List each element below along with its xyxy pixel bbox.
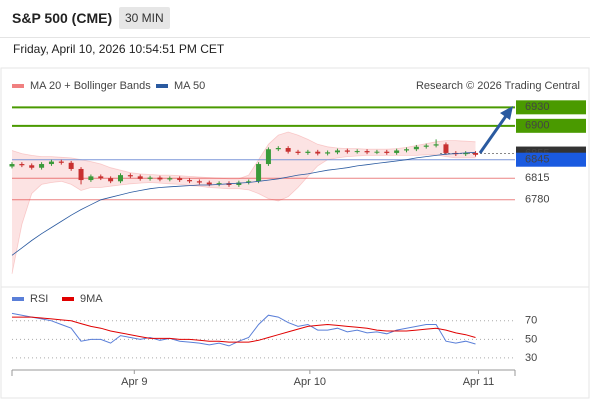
candle-body — [127, 175, 133, 177]
bollinger-upper — [11, 131, 476, 180]
level-box — [516, 152, 586, 167]
level-box — [516, 100, 586, 115]
candle-body — [364, 151, 370, 153]
candle-body — [108, 178, 114, 182]
candle-body — [137, 176, 143, 179]
candle-body — [167, 178, 173, 180]
candle-body — [177, 178, 183, 181]
candle-body — [305, 151, 311, 153]
level-label: 6900 — [525, 120, 549, 132]
candle-body — [285, 148, 291, 152]
candle-body — [9, 164, 15, 167]
x-tick-label: Apr 10 — [294, 376, 326, 388]
forecast-arrow-head — [500, 106, 513, 120]
candle-body — [39, 164, 45, 168]
level-label: 6815 — [525, 172, 549, 184]
level-label: 6780 — [525, 194, 549, 206]
header: S&P 500 (CME) 30 MIN — [0, 0, 590, 38]
candle-body — [394, 150, 400, 153]
instrument-title: S&P 500 (CME) — [12, 10, 113, 26]
candle-body — [147, 177, 153, 179]
timestamp: Friday, April 10, 2026 10:54:51 PM CET — [13, 42, 225, 56]
candle-body — [384, 151, 390, 153]
legend-entry-swatch — [12, 297, 24, 301]
candle-body — [187, 180, 193, 182]
candle-body — [19, 164, 25, 166]
candle-body — [344, 150, 350, 152]
candle-body — [256, 164, 262, 182]
candle-body — [216, 183, 222, 185]
forecast-arrow — [478, 115, 508, 154]
y-tick-label: 50 — [525, 333, 537, 345]
candle-body — [78, 168, 84, 181]
candle-body — [295, 151, 301, 153]
candle-body — [265, 149, 271, 165]
x-tick-label: Apr 11 — [463, 376, 495, 388]
candle-body — [315, 151, 321, 154]
legend-entry: MA 50 — [174, 80, 205, 92]
legend-entry: MA 20 + Bollinger Bands — [30, 80, 151, 92]
candle-body — [246, 181, 252, 183]
candle-body — [157, 177, 163, 180]
interval-button[interactable]: 30 MIN — [119, 7, 170, 29]
bollinger-area — [12, 132, 476, 274]
legend-entry-swatch — [156, 84, 168, 88]
legend-entry: 9MA — [80, 293, 103, 305]
indicator-line — [11, 312, 476, 347]
indicator-line — [12, 316, 476, 343]
candle-body — [68, 162, 74, 169]
candle-body — [275, 148, 281, 150]
candle-body — [117, 175, 123, 182]
level-label: 6930 — [525, 101, 549, 113]
candle-body — [413, 146, 419, 150]
credit: Research © 2026 Trading Central — [416, 80, 580, 92]
x-tick-label: Apr 9 — [121, 376, 147, 388]
candle-body — [443, 144, 449, 153]
ma-line — [11, 151, 476, 256]
candle-body — [423, 145, 429, 147]
candle-body — [88, 176, 94, 181]
bollinger-lower — [11, 154, 476, 274]
candle-body — [463, 152, 469, 155]
legend-entry-swatch — [12, 84, 24, 88]
candle-body — [196, 181, 202, 183]
candle-body — [325, 152, 331, 154]
legend-entry: RSI — [30, 293, 48, 305]
legend-entry-swatch — [62, 297, 74, 301]
candle-body — [236, 182, 242, 185]
candle-body — [48, 161, 54, 165]
y-tick-label: 70 — [525, 315, 537, 327]
level-label: 6845 — [525, 154, 549, 166]
candle-body — [206, 182, 212, 185]
candle-body — [433, 144, 439, 146]
candle-body — [58, 161, 64, 163]
candle-body — [334, 150, 340, 153]
y-tick-label: 30 — [525, 352, 537, 364]
candle-body — [473, 152, 479, 155]
chart-frame — [0, 67, 590, 399]
candle-body — [354, 151, 360, 153]
candle-body — [29, 165, 35, 168]
level-box — [516, 118, 586, 133]
candle-body — [404, 149, 410, 151]
candle-body — [98, 176, 104, 179]
candle-body — [374, 151, 380, 153]
